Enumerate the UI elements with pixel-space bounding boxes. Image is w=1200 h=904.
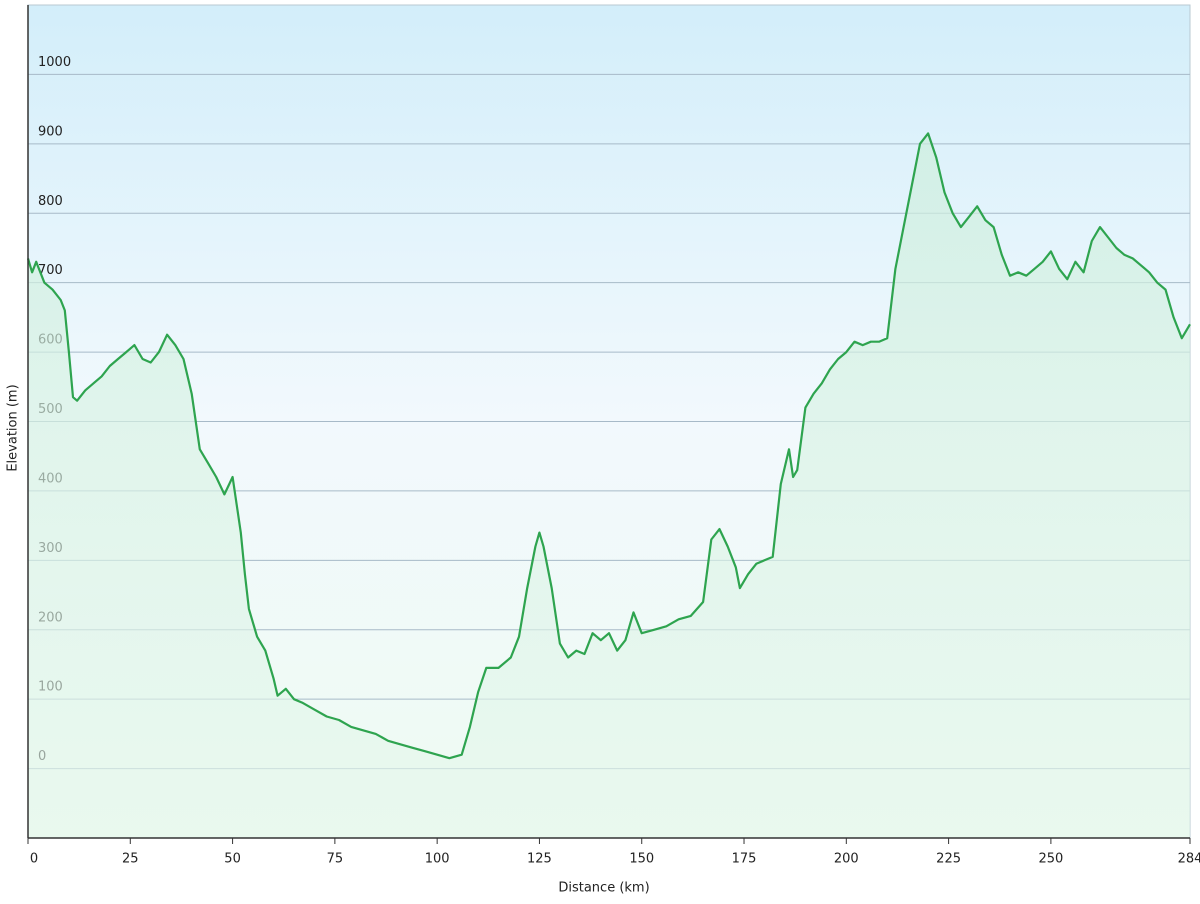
x-tick-label: 200 — [834, 852, 859, 867]
y-tick-label: 1000 — [38, 55, 71, 70]
y-tick-label: 800 — [38, 194, 63, 209]
elevation-line — [26, 132, 1191, 760]
x-tick-label: 0 — [30, 852, 38, 867]
x-tick-label: 150 — [629, 852, 654, 867]
x-axis-label: Distance (km) — [558, 881, 649, 896]
x-tick-label: 250 — [1038, 852, 1063, 867]
x-tick-label: 75 — [327, 852, 344, 867]
y-axis-label: Elevation (m) — [6, 384, 21, 471]
y-tick-label: 700 — [38, 263, 63, 278]
x-tick-label: 100 — [425, 852, 450, 867]
x-tick-label: 225 — [936, 852, 961, 867]
x-tick-label: 284 — [1178, 852, 1200, 867]
area-fill — [28, 133, 1190, 838]
x-tick-label: 50 — [224, 852, 241, 867]
x-tick-label: 175 — [732, 852, 757, 867]
y-tick-label: 900 — [38, 124, 63, 139]
x-tick-label: 25 — [122, 852, 139, 867]
x-tick-label: 125 — [527, 852, 552, 867]
